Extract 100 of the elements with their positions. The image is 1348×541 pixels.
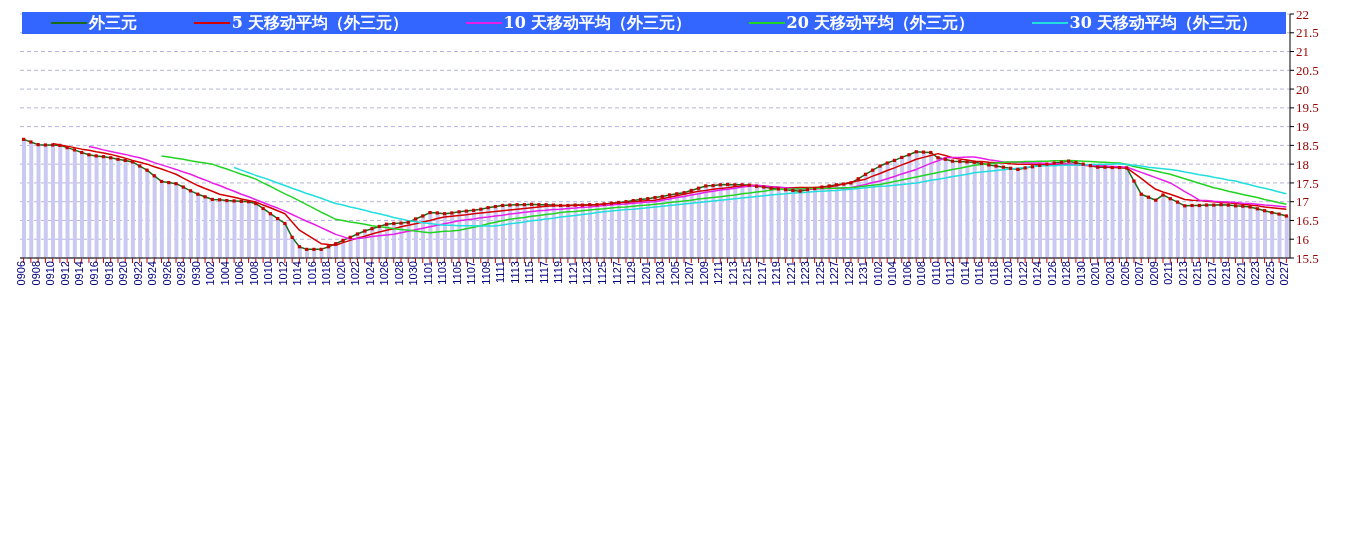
x-tick-label: 1125 bbox=[596, 261, 609, 285]
x-tick-label: 0114 bbox=[958, 261, 971, 285]
x-tick-label: 0203 bbox=[1104, 261, 1117, 286]
x-tick-label: 0916 bbox=[88, 261, 101, 286]
x-tick-label: 1111 bbox=[494, 261, 507, 284]
y-tick-label: 19.5 bbox=[1296, 100, 1319, 116]
x-tick-label: 0922 bbox=[131, 261, 144, 286]
x-tick-label: 1103 bbox=[436, 261, 449, 285]
x-tick-label: 1109 bbox=[479, 261, 492, 285]
x-tick-label: 0924 bbox=[146, 261, 159, 286]
x-tick-label: 1012 bbox=[276, 261, 289, 286]
x-tick-label: 0130 bbox=[1074, 261, 1087, 286]
x-tick-label: 1127 bbox=[610, 261, 623, 285]
x-tick-label: 0912 bbox=[58, 261, 71, 286]
x-tick-label: 0118 bbox=[987, 261, 1000, 285]
x-tick-label: 0215 bbox=[1191, 261, 1204, 286]
x-tick-label: 1213 bbox=[726, 261, 739, 286]
x-tick-label: 0914 bbox=[73, 261, 86, 286]
x-tick-label: 0906 bbox=[15, 261, 28, 286]
x-tick-label: 1231 bbox=[857, 261, 870, 286]
x-tick-label: 1117 bbox=[537, 261, 550, 284]
x-tick-label: 1008 bbox=[247, 261, 260, 286]
x-tick-label: 0128 bbox=[1060, 261, 1073, 286]
x-tick-label: 0108 bbox=[915, 261, 928, 286]
x-tick-label: 0201 bbox=[1089, 261, 1102, 286]
x-tick-label: 0918 bbox=[102, 261, 115, 286]
x-tick-label: 0122 bbox=[1016, 261, 1029, 286]
x-tick-label: 0225 bbox=[1263, 261, 1276, 286]
x-tick-label: 1119 bbox=[552, 261, 565, 284]
x-tick-label: 0102 bbox=[871, 261, 884, 286]
y-tick-label: 19 bbox=[1296, 119, 1309, 135]
x-tick-label: 1229 bbox=[842, 261, 855, 286]
x-tick-label: 1105 bbox=[450, 261, 463, 285]
x-tick-label: 0926 bbox=[160, 261, 173, 286]
x-tick-label: 0920 bbox=[117, 261, 130, 286]
y-tick-label: 21 bbox=[1296, 44, 1309, 60]
x-tick-label: 1026 bbox=[378, 261, 391, 286]
x-tick-label: 1205 bbox=[668, 261, 681, 286]
x-tick-label: 1201 bbox=[639, 261, 652, 286]
legend-label: 20 天移动平均（外三元） bbox=[785, 12, 975, 34]
x-tick-label: 0910 bbox=[44, 261, 57, 286]
x-tick-label: 1207 bbox=[683, 261, 696, 286]
x-tick-label: 1129 bbox=[625, 261, 638, 285]
x-tick-label: 1221 bbox=[784, 261, 797, 286]
legend-label: 外三元 bbox=[87, 12, 137, 34]
x-tick-label: 1113 bbox=[508, 261, 521, 284]
y-tick-label: 20.5 bbox=[1296, 62, 1319, 78]
x-tick-label: 0908 bbox=[29, 261, 42, 286]
x-tick-label: 1123 bbox=[581, 261, 594, 285]
x-tick-label: 0205 bbox=[1118, 261, 1131, 286]
x-tick-label: 1115 bbox=[523, 261, 536, 284]
x-tick-label: 0124 bbox=[1031, 261, 1044, 286]
y-tick-label: 22 bbox=[1296, 6, 1309, 22]
x-tick-label: 1203 bbox=[654, 261, 667, 286]
x-tick-label: 0219 bbox=[1220, 261, 1233, 286]
x-tick-label: 0223 bbox=[1249, 261, 1262, 286]
x-tick-label: 1020 bbox=[334, 261, 347, 286]
x-tick-label: 0211 bbox=[1162, 261, 1175, 285]
x-tick-label: 1006 bbox=[233, 261, 246, 286]
x-tick-label: 0928 bbox=[175, 261, 188, 286]
x-tick-label: 1024 bbox=[363, 261, 376, 286]
x-tick-label: 1227 bbox=[828, 261, 841, 286]
x-tick-label: 1219 bbox=[770, 261, 783, 286]
x-tick-label: 0126 bbox=[1045, 261, 1058, 286]
y-tick-label: 21.5 bbox=[1296, 25, 1319, 41]
x-tick-label: 1101 bbox=[421, 261, 434, 285]
x-tick-label: 0227 bbox=[1278, 261, 1291, 286]
y-tick-label: 17 bbox=[1296, 194, 1310, 210]
y-tick-label: 15.5 bbox=[1296, 250, 1319, 266]
x-tick-label: 0120 bbox=[1002, 261, 1015, 286]
x-tick-label: 1107 bbox=[465, 261, 478, 285]
y-tick-label: 17.5 bbox=[1296, 175, 1319, 191]
x-tick-label: 0217 bbox=[1205, 261, 1218, 286]
x-tick-label: 1030 bbox=[407, 261, 420, 286]
y-tick-label: 20 bbox=[1296, 81, 1309, 97]
x-tick-label: 1121 bbox=[566, 261, 579, 285]
x-tick-label: 0221 bbox=[1234, 261, 1247, 286]
x-tick-label: 1217 bbox=[755, 261, 768, 286]
legend-label: 30 天移动平均（外三元） bbox=[1068, 12, 1258, 34]
x-tick-label: 1028 bbox=[392, 261, 405, 286]
x-tick-label: 1002 bbox=[204, 261, 217, 286]
x-tick-label: 1223 bbox=[799, 261, 812, 286]
x-tick-label: 0112 bbox=[944, 261, 957, 285]
y-tick-label: 16.5 bbox=[1296, 213, 1319, 229]
x-tick-label: 1004 bbox=[218, 261, 231, 286]
x-tick-label: 1014 bbox=[291, 261, 304, 286]
line-series bbox=[160, 155, 1288, 234]
x-tick-label: 0213 bbox=[1176, 261, 1189, 286]
x-tick-label: 1016 bbox=[305, 261, 318, 286]
x-tick-label: 1010 bbox=[262, 261, 275, 286]
x-tick-label: 0104 bbox=[886, 261, 899, 286]
x-tick-label: 0106 bbox=[900, 261, 913, 286]
y-tick-label: 18.5 bbox=[1296, 138, 1319, 153]
x-tick-label: 0207 bbox=[1133, 261, 1146, 286]
legend-label: 5 天移动平均（外三元） bbox=[230, 12, 409, 34]
legend-label: 10 天移动平均（外三元） bbox=[502, 12, 692, 34]
x-tick-label: 0930 bbox=[189, 261, 202, 286]
x-tick-label: 1225 bbox=[813, 261, 826, 286]
y-tick-label: 16 bbox=[1296, 231, 1310, 247]
x-tick-label: 1215 bbox=[741, 261, 754, 286]
